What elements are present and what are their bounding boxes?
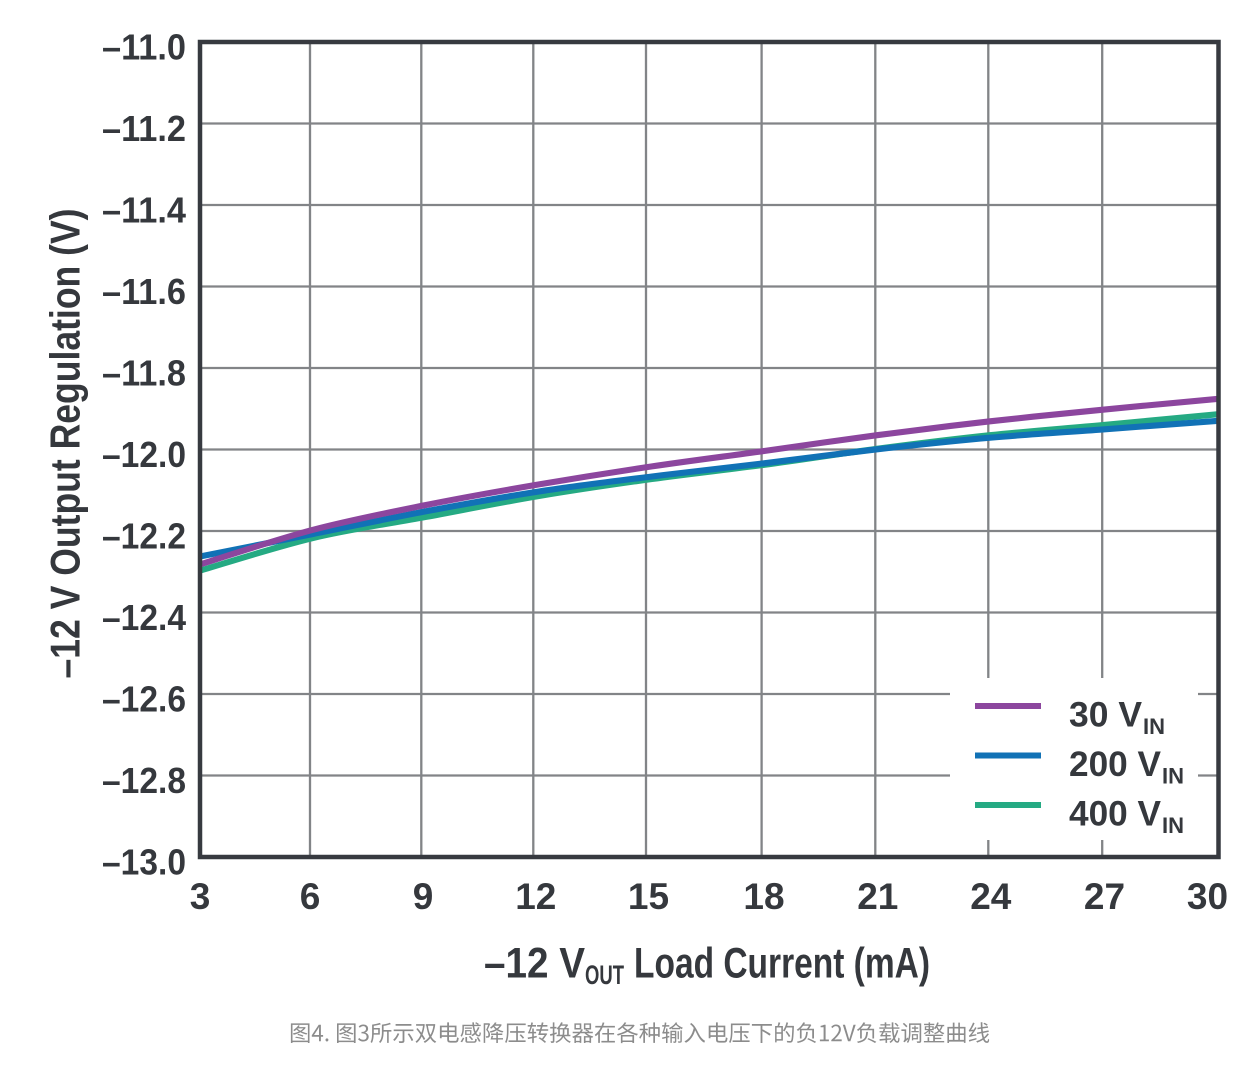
svg-text:–11.8: –11.8	[102, 353, 186, 394]
svg-text:–11.0: –11.0	[102, 27, 186, 68]
svg-text:27: 27	[1084, 876, 1125, 917]
svg-text:–11.2: –11.2	[102, 108, 186, 149]
svg-text:–12 V: –12 V	[484, 940, 585, 988]
svg-text:–11.4: –11.4	[102, 190, 186, 231]
svg-text:24: 24	[970, 876, 1012, 917]
svg-text:–12 V Output Regulation (V): –12 V Output Regulation (V)	[42, 209, 89, 679]
svg-text:6: 6	[300, 876, 321, 917]
svg-text:30 V: 30 V	[1069, 696, 1143, 735]
svg-text:Load Current (mA): Load Current (mA)	[634, 940, 930, 988]
svg-text:12: 12	[515, 876, 556, 917]
svg-text:400 V: 400 V	[1069, 795, 1162, 834]
svg-text:15: 15	[628, 876, 669, 917]
svg-text:–13.0: –13.0	[102, 842, 186, 883]
svg-text:200 V: 200 V	[1069, 745, 1162, 784]
svg-text:3: 3	[190, 876, 211, 917]
svg-text:–12.6: –12.6	[102, 679, 186, 720]
svg-text:–12.8: –12.8	[102, 760, 186, 801]
svg-text:18: 18	[743, 876, 784, 917]
svg-text:IN: IN	[1162, 764, 1184, 789]
svg-text:30: 30	[1187, 876, 1228, 917]
svg-text:–12.4: –12.4	[102, 597, 186, 638]
svg-text:21: 21	[857, 876, 898, 917]
svg-text:OUT: OUT	[585, 960, 624, 990]
svg-text:–12.2: –12.2	[102, 516, 186, 557]
svg-text:IN: IN	[1162, 813, 1184, 838]
svg-text:–11.6: –11.6	[102, 271, 186, 312]
svg-text:–12.0: –12.0	[102, 434, 186, 475]
svg-text:9: 9	[413, 876, 434, 917]
svg-text:IN: IN	[1143, 714, 1165, 739]
